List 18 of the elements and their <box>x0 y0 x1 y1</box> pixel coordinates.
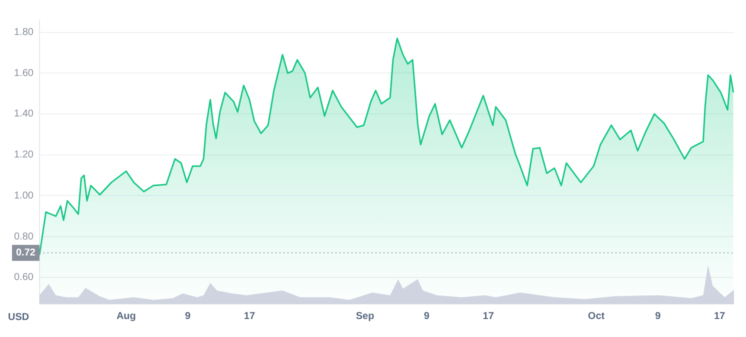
x-tick-label: 9 <box>655 310 662 322</box>
x-tick-label: Sep <box>356 310 374 322</box>
x-tick-label: 9 <box>424 310 430 322</box>
y-tick-label: 1.00 <box>14 190 34 202</box>
y-tick-label: 0.60 <box>14 272 34 284</box>
y-axis-title: USD <box>8 312 30 323</box>
x-tick-label: Oct <box>588 310 606 322</box>
y-tick-label: 1.20 <box>14 150 34 161</box>
x-tick-label: 17 <box>244 310 256 322</box>
y-tick-label: 0.80 <box>14 231 34 242</box>
ref-line-label: 0.72 <box>16 248 36 259</box>
y-tick-label: 1.40 <box>14 108 34 120</box>
y-tick-label: 1.80 <box>14 27 34 38</box>
x-tick-label: 17 <box>714 310 726 322</box>
y-tick-label: 1.60 <box>14 68 34 79</box>
x-tick-label: 9 <box>185 310 192 322</box>
x-tick-label: 17 <box>482 310 494 322</box>
x-tick-label: Aug <box>116 310 136 322</box>
